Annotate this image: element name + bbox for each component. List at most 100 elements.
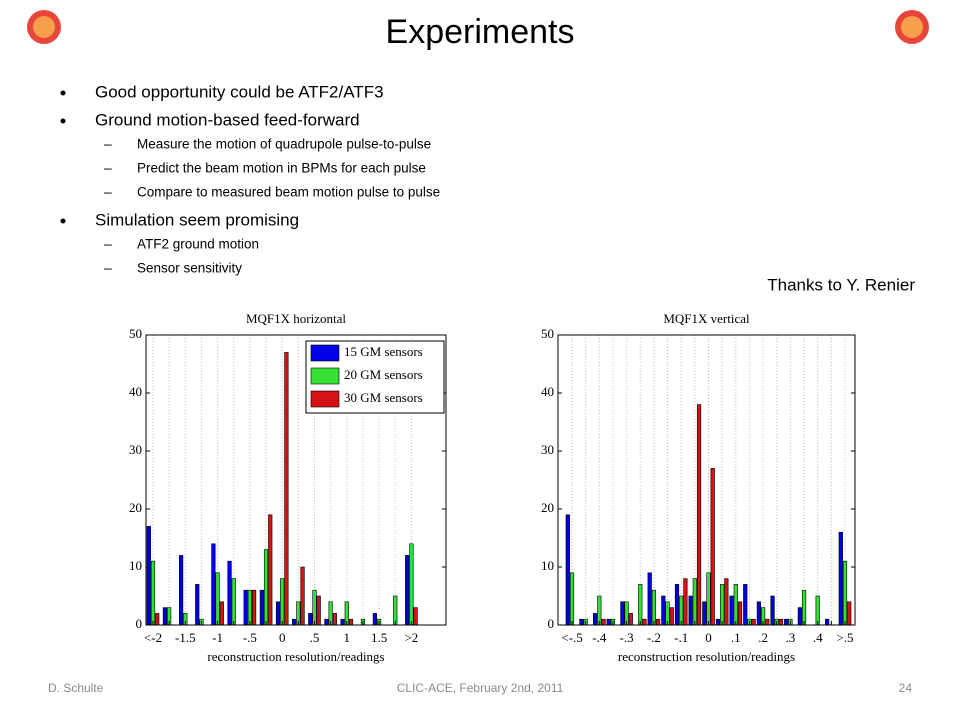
bar xyxy=(211,543,216,626)
legend-label: 20 GM sensors xyxy=(344,367,423,382)
sub-dash: – xyxy=(104,136,112,152)
bar xyxy=(679,595,684,626)
bar xyxy=(847,601,852,626)
bar xyxy=(784,618,789,626)
bar xyxy=(413,607,418,626)
sub-dash: – xyxy=(104,160,112,176)
legend-swatch xyxy=(310,390,340,408)
x-tick-label: .1 xyxy=(731,630,741,645)
bullet: Ground motion-based feed-forward xyxy=(95,110,360,129)
bar xyxy=(312,589,317,626)
bar xyxy=(720,584,725,626)
legend-swatch xyxy=(310,344,340,362)
sub-bullet: Sensor sensitivity xyxy=(137,261,242,276)
x-tick-label: .2 xyxy=(758,630,768,645)
sub-bullet: Compare to measured beam motion pulse to… xyxy=(137,185,440,200)
bar xyxy=(729,595,734,626)
x-tick-label: 1 xyxy=(344,630,351,645)
legend-swatch xyxy=(310,367,340,385)
bar xyxy=(669,607,674,626)
sub-bullet: ATF2 ground motion xyxy=(137,237,259,252)
sub-dash: – xyxy=(104,260,112,276)
bar xyxy=(162,607,168,626)
bar xyxy=(733,584,738,626)
bar xyxy=(688,595,693,626)
bar xyxy=(155,613,160,626)
bar xyxy=(642,618,647,626)
x-tick-label: -.2 xyxy=(647,630,661,645)
legend-label: 15 GM sensors xyxy=(344,344,423,359)
x-axis-label: reconstruction resolution/readings xyxy=(618,649,795,664)
x-tick-label: .3 xyxy=(786,630,796,645)
bar xyxy=(651,589,656,626)
chart-title: MQF1X horizontal xyxy=(246,311,346,326)
bullet-dot xyxy=(60,90,66,96)
bullet-dot xyxy=(60,218,66,224)
chart: 0 10 20 30 40 50 <-.5 -.4 -.3 -.2 -.1 0 .1 .2 .3 .4 >.5 M… xyxy=(541,311,856,664)
bar xyxy=(247,589,253,626)
bar xyxy=(706,572,711,626)
bar xyxy=(332,613,337,626)
bar xyxy=(770,595,775,626)
bar xyxy=(597,595,602,626)
bar xyxy=(655,618,661,626)
bar xyxy=(324,618,329,626)
bar xyxy=(751,618,756,626)
bar xyxy=(601,618,606,626)
bar xyxy=(815,595,820,626)
bar xyxy=(393,595,398,626)
chart: 0 10 20 30 40 50 <-2 -1.5 -1 -.5 0 .5 1 1.5 >2 MQF1X ho… xyxy=(129,311,447,664)
bullet: Good opportunity could be ATF2/ATF3 xyxy=(95,82,384,101)
y-tick-label: 0 xyxy=(136,616,143,631)
legend-label: 30 GM sensors xyxy=(344,390,423,405)
bar xyxy=(661,595,666,626)
bar xyxy=(565,514,570,626)
bar xyxy=(801,589,807,626)
bar xyxy=(280,578,285,626)
y-tick-label: 20 xyxy=(129,500,142,515)
bar xyxy=(284,352,289,626)
bullet: Simulation seem promising xyxy=(95,210,299,229)
x-tick-label: .5 xyxy=(310,630,320,645)
sub-dash: – xyxy=(104,184,112,200)
bar xyxy=(647,572,652,626)
x-tick-label: -1.5 xyxy=(175,630,196,645)
x-tick-label: <-.5 xyxy=(561,630,582,645)
x-tick-label: >.5 xyxy=(836,630,853,645)
bar xyxy=(179,555,184,626)
bar xyxy=(569,572,575,626)
footer-left: D. Schulte xyxy=(48,681,104,695)
bar xyxy=(737,601,743,626)
footer-right: 24 xyxy=(899,681,913,695)
y-tick-label: 20 xyxy=(541,500,554,515)
sub-bullet: Predict the beam motion in BPMs for each… xyxy=(137,161,426,176)
bar xyxy=(696,404,702,626)
logo xyxy=(901,16,923,38)
logo xyxy=(33,16,55,38)
y-tick-label: 30 xyxy=(541,442,554,457)
bar xyxy=(316,595,321,626)
x-tick-label: <-2 xyxy=(144,630,162,645)
bar xyxy=(756,601,761,626)
slide-title: Experiments xyxy=(386,13,575,51)
bar xyxy=(842,560,848,626)
footer-center: CLIC-ACE, February 2nd, 2011 xyxy=(397,681,564,695)
axes-box xyxy=(145,334,447,626)
bar xyxy=(724,578,729,626)
axes-box xyxy=(557,334,856,626)
y-tick-label: 50 xyxy=(129,326,142,341)
y-tick-label: 30 xyxy=(129,442,142,457)
credit: Thanks to Y. Renier xyxy=(767,275,915,294)
bar xyxy=(778,618,784,626)
bar xyxy=(252,589,257,626)
bar xyxy=(405,555,410,626)
bullet-dot xyxy=(60,118,66,124)
bar xyxy=(674,584,680,626)
x-tick-label: -1 xyxy=(212,630,223,645)
x-tick-label: -.5 xyxy=(243,630,257,645)
y-tick-label: 10 xyxy=(541,558,554,573)
bar xyxy=(219,601,224,626)
x-tick-label: >2 xyxy=(404,630,418,645)
